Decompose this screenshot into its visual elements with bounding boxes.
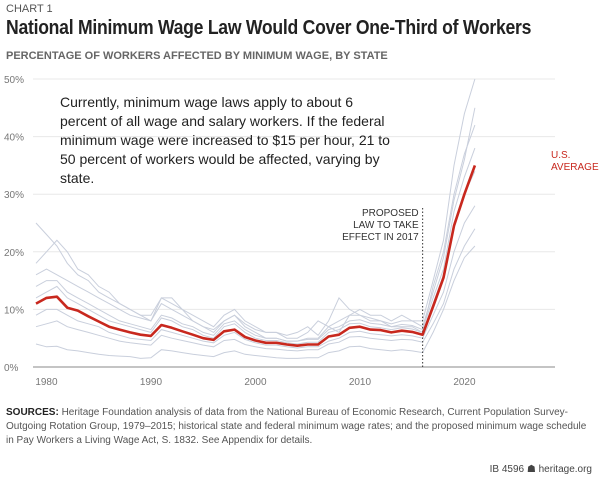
chart-title: National Minimum Wage Law Would Cover On… <box>6 17 532 39</box>
plot-area: 0% 10% 20% 30% 40% 50% 1980 1990 2000 2010 2020 PRO… <box>4 75 599 388</box>
state-line <box>35 245 476 359</box>
state-line <box>35 107 476 337</box>
x-tick-label: 2010 <box>349 377 372 388</box>
x-tick-label: 1980 <box>35 377 58 388</box>
marker-label: PROPOSED <box>362 208 419 219</box>
y-tick-label: 30% <box>4 190 24 201</box>
site-name: heritage.org <box>538 464 592 475</box>
y-tick-label: 20% <box>4 248 24 259</box>
y-tick-label: 0% <box>4 363 19 374</box>
us-average-line <box>35 164 477 348</box>
state-line <box>35 170 476 345</box>
us-average-label: AVERAGE <box>551 162 599 173</box>
y-tick-label: 50% <box>4 75 24 86</box>
annotation-text: Currently, minimum wage laws apply to ab… <box>60 94 390 186</box>
sources-note: SOURCES: Heritage Foundation analysis of… <box>6 406 596 448</box>
marker-label: EFFECT IN 2017 <box>342 232 419 243</box>
bell-icon: ☗ <box>526 464 536 475</box>
publication-id: IB 4596 <box>489 464 525 475</box>
y-tick-label: 10% <box>4 305 24 316</box>
chart-number: CHART 1 <box>6 3 53 15</box>
state-line <box>35 124 476 342</box>
sources-text: Heritage Foundation analysis of data fro… <box>6 407 587 446</box>
x-tick-label: 2000 <box>244 377 267 388</box>
x-tick-label: 2020 <box>453 377 476 388</box>
state-line <box>35 78 476 339</box>
y-tick-label: 40% <box>4 133 24 144</box>
x-tick-label: 1990 <box>140 377 163 388</box>
footer: IB 4596 ☗ heritage.org <box>490 464 592 475</box>
marker-label: LAW TO TAKE <box>353 220 419 231</box>
state-line <box>35 228 476 352</box>
us-average-label: U.S. <box>551 150 570 161</box>
sources-label: SOURCES: <box>6 407 59 418</box>
state-line <box>35 147 476 342</box>
chart-subtitle: PERCENTAGE OF WORKERS AFFECTED BY MINIMU… <box>6 50 388 62</box>
state-line <box>35 205 476 349</box>
